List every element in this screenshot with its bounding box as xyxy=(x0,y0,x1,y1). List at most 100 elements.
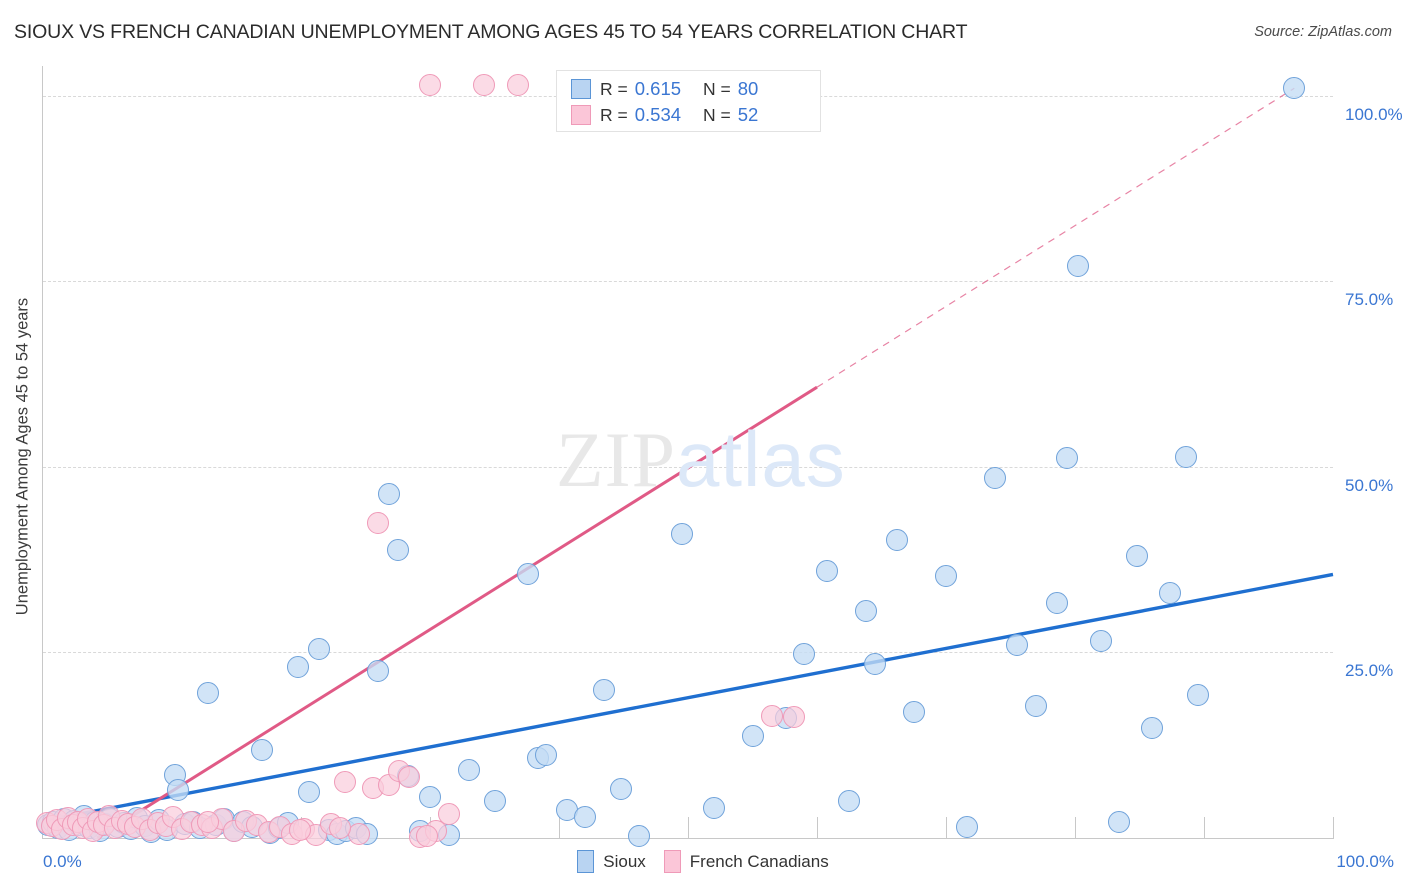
watermark-atlas: atlas xyxy=(676,415,846,503)
legend-item-sioux[interactable]: Sioux xyxy=(577,850,646,873)
stats-n-value-french-canadians: 52 xyxy=(737,104,759,125)
legend-label-sioux: Sioux xyxy=(603,851,646,871)
data-point-sioux xyxy=(197,681,220,704)
y-axis-title: Unemployment Among Ages 45 to 54 years xyxy=(13,297,32,616)
source-attribution: Source: ZipAtlas.com xyxy=(1254,24,1392,40)
x-axis-tick xyxy=(1075,817,1076,839)
x-axis-tick xyxy=(817,817,818,839)
data-point-sioux xyxy=(535,743,558,766)
data-point-sioux xyxy=(1056,446,1079,469)
data-point-sioux xyxy=(609,778,632,800)
y-axis-label: 100.0% xyxy=(1345,104,1403,124)
correlation-stats-box: R = 0.615 N = 80 R = 0.534 N = 52 xyxy=(556,70,821,132)
data-point-sioux xyxy=(984,466,1007,489)
y-axis-label: 75.0% xyxy=(1345,290,1394,310)
watermark-zip: ZIP xyxy=(556,416,676,503)
data-point-sioux xyxy=(593,678,616,701)
stats-r-value-sioux: 0.615 xyxy=(634,78,682,99)
data-point-sioux xyxy=(1283,77,1306,100)
stats-r-value-french-canadians: 0.534 xyxy=(634,104,682,125)
data-point-outlier xyxy=(506,73,529,96)
x-axis-tick xyxy=(688,817,689,839)
stats-swatch-french-canadians xyxy=(571,105,591,125)
data-point-sioux xyxy=(483,789,506,812)
stats-n-label-french-canadians: N = xyxy=(703,104,731,125)
chart-legend: Sioux French Canadians xyxy=(0,850,1406,873)
data-point-french-canadians xyxy=(416,824,439,847)
data-point-french-canadians xyxy=(782,706,805,728)
data-point-sioux xyxy=(308,637,331,660)
data-point-sioux xyxy=(885,528,908,551)
plot-area xyxy=(35,66,1334,848)
legend-swatch-sioux xyxy=(577,850,595,873)
data-point-french-canadians xyxy=(328,817,351,840)
x-axis-label-max: 100.0% xyxy=(1336,852,1394,871)
data-point-sioux xyxy=(573,806,596,829)
x-axis-tick xyxy=(559,817,560,839)
stats-swatch-sioux xyxy=(571,79,591,99)
data-point-sioux xyxy=(855,599,878,622)
y-axis-label: 25.0% xyxy=(1345,661,1394,681)
data-point-sioux xyxy=(702,797,725,820)
data-point-french-canadians xyxy=(398,766,421,789)
data-point-sioux xyxy=(297,780,320,803)
data-point-sioux xyxy=(1186,684,1209,707)
data-point-sioux xyxy=(1174,446,1197,469)
watermark: ZIPatlas xyxy=(556,414,846,505)
stats-r-label-french-canadians: R = xyxy=(600,104,628,125)
data-point-sioux xyxy=(1005,634,1028,656)
legend-item-french-canadians[interactable]: French Canadians xyxy=(663,850,829,873)
y-axis-line xyxy=(42,66,43,839)
trend-line-sioux xyxy=(42,572,1334,823)
data-point-sioux xyxy=(955,815,978,838)
stats-n-value-sioux: 80 xyxy=(737,78,759,99)
data-point-sioux xyxy=(1141,717,1164,740)
gridline-750 xyxy=(43,281,1333,283)
trend-line-french-canadians xyxy=(96,385,818,840)
data-point-sioux xyxy=(419,786,441,809)
data-point-french-canadians xyxy=(288,818,311,841)
data-point-french-canadians xyxy=(333,770,356,793)
stats-row-french-canadians: R = 0.534 N = 52 xyxy=(571,102,758,128)
data-point-sioux xyxy=(902,700,925,723)
data-point-sioux xyxy=(627,824,650,847)
page-title: SIOUX VS FRENCH CANADIAN UNEMPLOYMENT AM… xyxy=(14,21,968,43)
data-point-sioux xyxy=(517,562,540,585)
data-point-sioux xyxy=(386,538,409,561)
data-point-sioux xyxy=(251,739,274,762)
trend-line-projected-french-canadians xyxy=(816,87,1295,388)
data-point-sioux xyxy=(167,779,190,802)
data-point-sioux xyxy=(1125,544,1148,567)
data-point-sioux xyxy=(793,642,816,665)
legend-swatch-french-canadians xyxy=(663,850,681,873)
data-point-sioux xyxy=(838,789,861,812)
data-point-outlier xyxy=(419,73,441,96)
data-point-sioux xyxy=(457,758,480,781)
x-axis-tick xyxy=(1204,817,1205,839)
data-point-sioux xyxy=(1159,582,1182,605)
stats-row-sioux: R = 0.615 N = 80 xyxy=(571,76,758,102)
data-point-sioux xyxy=(741,724,764,747)
gridline-250 xyxy=(43,652,1333,654)
x-axis-label-min: 0.0% xyxy=(43,852,82,871)
data-point-sioux xyxy=(864,652,887,675)
stats-r-label-sioux: R = xyxy=(600,78,628,99)
trend-lines xyxy=(42,87,1334,840)
data-point-sioux xyxy=(367,659,390,682)
data-point-sioux xyxy=(1107,810,1130,833)
legend-label-french-canadians: French Canadians xyxy=(689,851,829,871)
data-point-sioux xyxy=(377,483,400,506)
data-point-french-canadians xyxy=(367,511,390,534)
x-axis-tick xyxy=(1333,817,1334,839)
stats-n-label-sioux: N = xyxy=(703,78,731,99)
data-point-sioux xyxy=(1066,255,1089,278)
data-point-sioux xyxy=(935,564,957,587)
data-point-sioux xyxy=(670,522,693,545)
data-point-sioux xyxy=(1045,592,1068,615)
data-point-french-canadians xyxy=(197,811,220,834)
data-point-sioux xyxy=(1025,694,1048,717)
data-point-outlier xyxy=(473,73,496,96)
y-axis-label: 50.0% xyxy=(1345,475,1394,495)
data-point-french-canadians xyxy=(438,803,461,826)
